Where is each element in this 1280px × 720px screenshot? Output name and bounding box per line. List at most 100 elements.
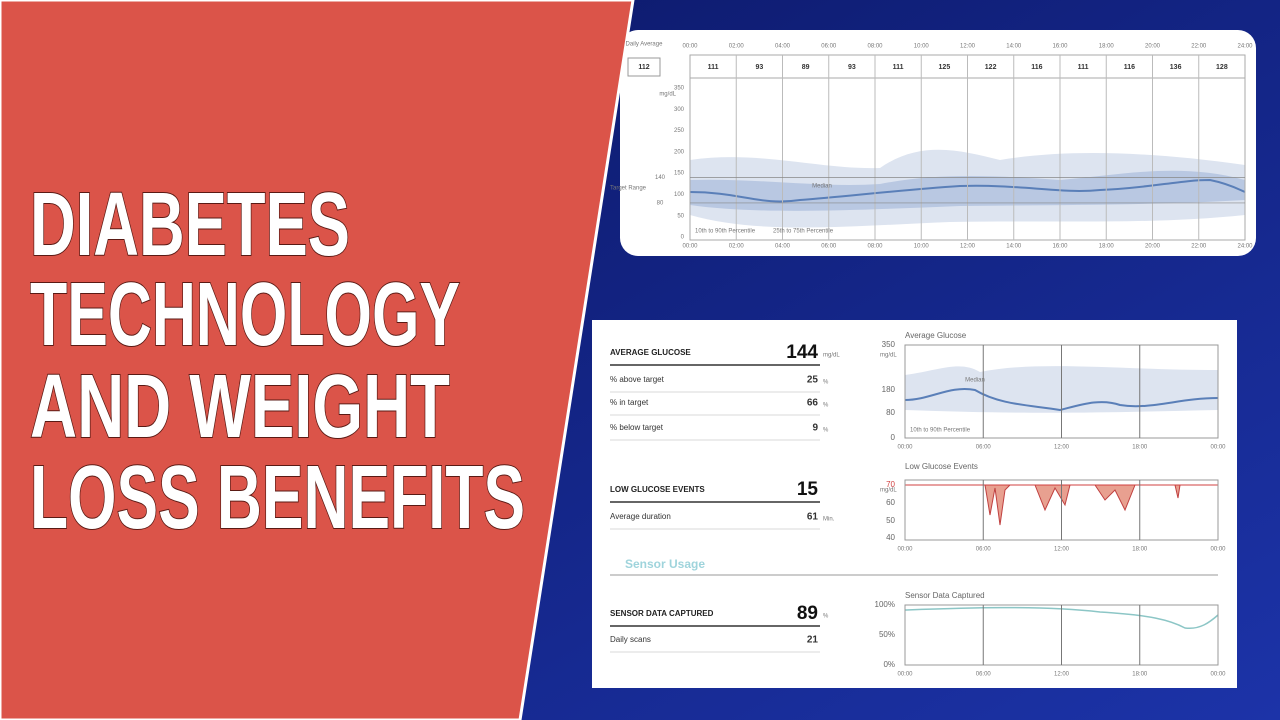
hourly-value: 93 [848, 64, 856, 71]
hour-label: 22:00 [1191, 244, 1207, 250]
hour-label: 10:00 [914, 44, 930, 50]
y-unit: mg/dL [659, 92, 676, 98]
hour-label: 10:00 [914, 244, 930, 250]
stat-value: 15 [797, 479, 819, 500]
daily-average: 112 [638, 64, 649, 71]
y-tick-label: 50% [879, 630, 895, 639]
stat-value: 61 [807, 512, 819, 523]
stat-unit: mg/dL [823, 353, 840, 359]
stat-unit: % [823, 403, 829, 409]
stat-label: % in target [610, 398, 649, 407]
x-tick-label: 00:00 [1210, 547, 1226, 553]
section-title: Sensor Usage [625, 557, 705, 571]
target-value: 140 [655, 175, 666, 181]
x-tick-label: 00:00 [897, 672, 913, 678]
hour-label: 06:00 [821, 244, 837, 250]
median-label: Median [812, 184, 832, 190]
x-tick-label: 18:00 [1132, 672, 1148, 678]
median-label: Median [965, 378, 985, 384]
y-tick-label: 300 [674, 107, 685, 113]
x-tick-label: 06:00 [976, 672, 992, 678]
stat-unit: % [823, 428, 829, 434]
hour-label: 20:00 [1145, 244, 1161, 250]
median-line [689, 178, 1246, 203]
stat-unit: % [823, 614, 829, 620]
hourly-value: 93 [755, 64, 763, 71]
stat-value: 89 [797, 603, 818, 624]
hourly-value: 128 [1216, 64, 1228, 71]
chart-title: Low Glucose Events [905, 462, 978, 471]
stat-unit: Min. [823, 517, 835, 523]
y-tick-label: 60 [886, 498, 895, 507]
hourly-value: 111 [1078, 64, 1089, 71]
stat-value: 25 [807, 375, 819, 386]
hourly-value: 111 [893, 64, 904, 71]
hour-label: 12:00 [960, 44, 976, 50]
x-tick-label: 18:00 [1132, 547, 1148, 553]
stat-label: SENSOR DATA CAPTURED [610, 609, 714, 618]
stat-value: 9 [812, 423, 818, 434]
stat-label: Daily scans [610, 635, 651, 644]
sensor-line [904, 606, 1219, 630]
chart-title: Average Glucose [905, 331, 967, 340]
title-line: TECHNOLOGY [30, 265, 460, 365]
y-unit: mg/dL [880, 488, 897, 494]
hourly-value: 89 [802, 64, 810, 71]
hour-label: 24:00 [1237, 44, 1253, 50]
hourly-value: 122 [985, 64, 997, 71]
stat-value: 144 [786, 342, 818, 363]
hourly-value: 116 [1124, 64, 1135, 71]
legend: 10th to 90th Percentile [910, 428, 971, 434]
y-tick-label: 200 [674, 149, 685, 155]
title-line: AND WEIGHT [30, 357, 450, 457]
stat-value: 66 [807, 398, 819, 409]
stat-label: AVERAGE GLUCOSE [610, 348, 691, 357]
title-line: DIABETES [30, 175, 350, 275]
x-tick-label: 12:00 [1054, 672, 1070, 678]
chart-title: Sensor Data Captured [905, 591, 985, 600]
legend: 25th to 75th Percentile [773, 229, 834, 235]
x-tick-label: 00:00 [897, 445, 913, 451]
x-tick-label: 00:00 [897, 547, 913, 553]
hour-label: 12:00 [960, 244, 976, 250]
target-value: 80 [657, 201, 664, 207]
y-tick-label: 50 [886, 516, 895, 525]
y-tick-label: 40 [886, 533, 895, 542]
x-tick-label: 00:00 [1210, 672, 1226, 678]
hour-label: 04:00 [775, 44, 791, 50]
y-tick-label: 350 [882, 340, 896, 349]
y-tick-label: 0 [681, 235, 685, 241]
hour-label: 22:00 [1191, 44, 1207, 50]
hour-label: 16:00 [1052, 44, 1068, 50]
hour-label: 00:00 [682, 44, 698, 50]
x-tick-label: 06:00 [976, 445, 992, 451]
avg-median [904, 388, 1219, 412]
y-tick-label: 70 [886, 480, 895, 489]
stat-value: 21 [807, 635, 819, 646]
stat-label: % above target [610, 375, 665, 384]
hourly-value: 111 [708, 64, 719, 71]
y-tick-label: 100% [875, 600, 895, 609]
hour-label: 18:00 [1099, 44, 1115, 50]
hourly-value: 125 [939, 64, 951, 71]
stat-label: Average duration [610, 512, 671, 521]
daily-average-box [627, 57, 661, 77]
y-unit: mg/dL [880, 353, 897, 359]
hour-label: 20:00 [1145, 44, 1161, 50]
hour-label: 24:00 [1237, 244, 1253, 250]
hourly-value: 116 [1031, 64, 1042, 71]
target-range-label: Target Range [610, 186, 647, 192]
y-tick-label: 250 [674, 128, 685, 134]
hour-label: 00:00 [682, 244, 698, 250]
y-tick-label: 80 [886, 408, 895, 417]
hour-label: 02:00 [729, 44, 745, 50]
y-tick-label: 100 [674, 192, 685, 198]
stat-unit: % [823, 380, 829, 386]
hour-label: 14:00 [1006, 44, 1022, 50]
hour-label: 18:00 [1099, 244, 1115, 250]
y-tick-label: 0 [891, 433, 896, 442]
title-line: LOSS BENEFITS [30, 448, 525, 548]
x-tick-label: 12:00 [1054, 445, 1070, 451]
x-tick-label: 06:00 [976, 547, 992, 553]
